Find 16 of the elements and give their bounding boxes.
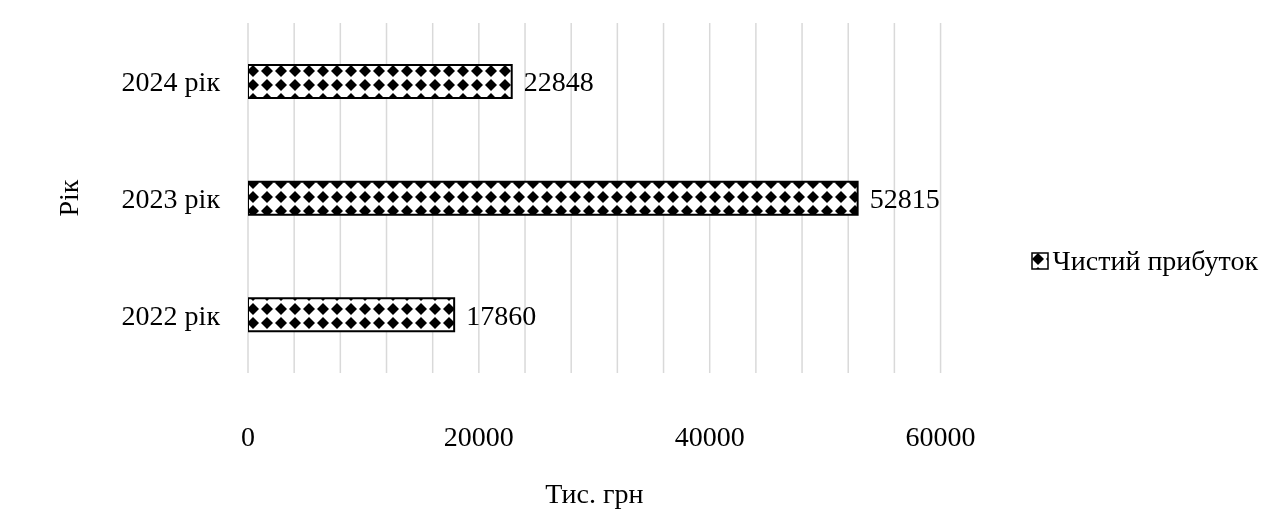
bar [248, 64, 513, 99]
data-label: 22848 [523, 66, 594, 98]
bar [248, 297, 456, 333]
y-tick-label: 2024 рік [121, 66, 221, 98]
data-label: 17860 [466, 299, 537, 331]
x-axis-title: Тис. грн [545, 478, 644, 509]
x-tick-label: 40000 [674, 420, 745, 452]
bar [248, 180, 859, 216]
data-label: 52815 [869, 183, 940, 215]
x-tick-label: 0 [241, 420, 255, 452]
text: Чистий прибуток [1052, 244, 1258, 277]
x-tick-label: 20000 [443, 420, 514, 452]
x-tick-label: 60000 [905, 420, 976, 452]
y-axis-title: Рік [52, 179, 84, 217]
y-tick-label: 2022 рік [121, 299, 221, 331]
y-tick-label: 2023 рік [121, 182, 221, 214]
